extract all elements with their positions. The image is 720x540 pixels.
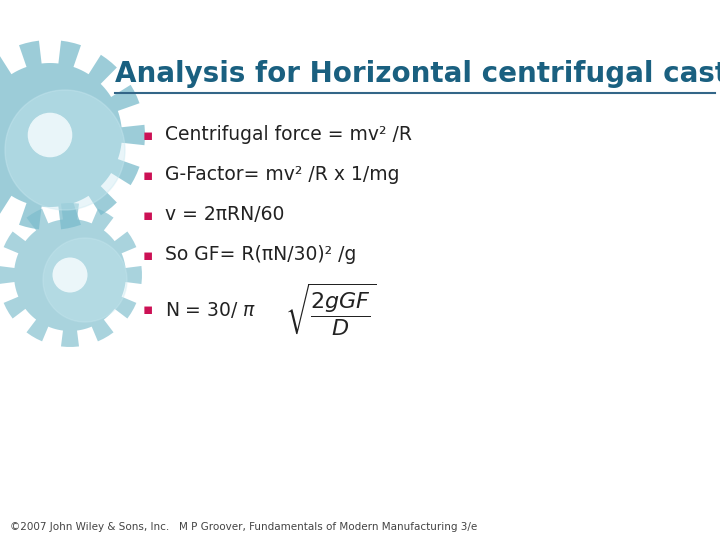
Text: So GF= R(πN/30)² /g: So GF= R(πN/30)² /g bbox=[165, 246, 356, 265]
Text: $\sqrt{\dfrac{2gGF}{D}}$: $\sqrt{\dfrac{2gGF}{D}}$ bbox=[285, 282, 377, 338]
Text: ▪: ▪ bbox=[143, 167, 153, 183]
Text: N = 30/ $\pi$: N = 30/ $\pi$ bbox=[165, 300, 256, 320]
Polygon shape bbox=[0, 203, 142, 347]
Polygon shape bbox=[0, 40, 145, 230]
Circle shape bbox=[28, 113, 71, 157]
Text: ©2007 John Wiley & Sons, Inc.   M P Groover, Fundamentals of Modern Manufacturin: ©2007 John Wiley & Sons, Inc. M P Groove… bbox=[10, 522, 477, 532]
Circle shape bbox=[5, 90, 125, 210]
Text: Centrifugal force = mv² /R: Centrifugal force = mv² /R bbox=[165, 125, 412, 145]
Text: ▪: ▪ bbox=[143, 247, 153, 262]
Text: Analysis for Horizontal centrifugal casting: Analysis for Horizontal centrifugal cast… bbox=[115, 60, 720, 88]
Text: ▪: ▪ bbox=[143, 302, 153, 318]
Text: G-Factor= mv² /R x 1/mg: G-Factor= mv² /R x 1/mg bbox=[165, 165, 400, 185]
Circle shape bbox=[53, 258, 87, 292]
Text: ▪: ▪ bbox=[143, 207, 153, 222]
Text: v = 2πRN/60: v = 2πRN/60 bbox=[165, 206, 284, 225]
Text: ▪: ▪ bbox=[143, 127, 153, 143]
Circle shape bbox=[43, 238, 127, 322]
